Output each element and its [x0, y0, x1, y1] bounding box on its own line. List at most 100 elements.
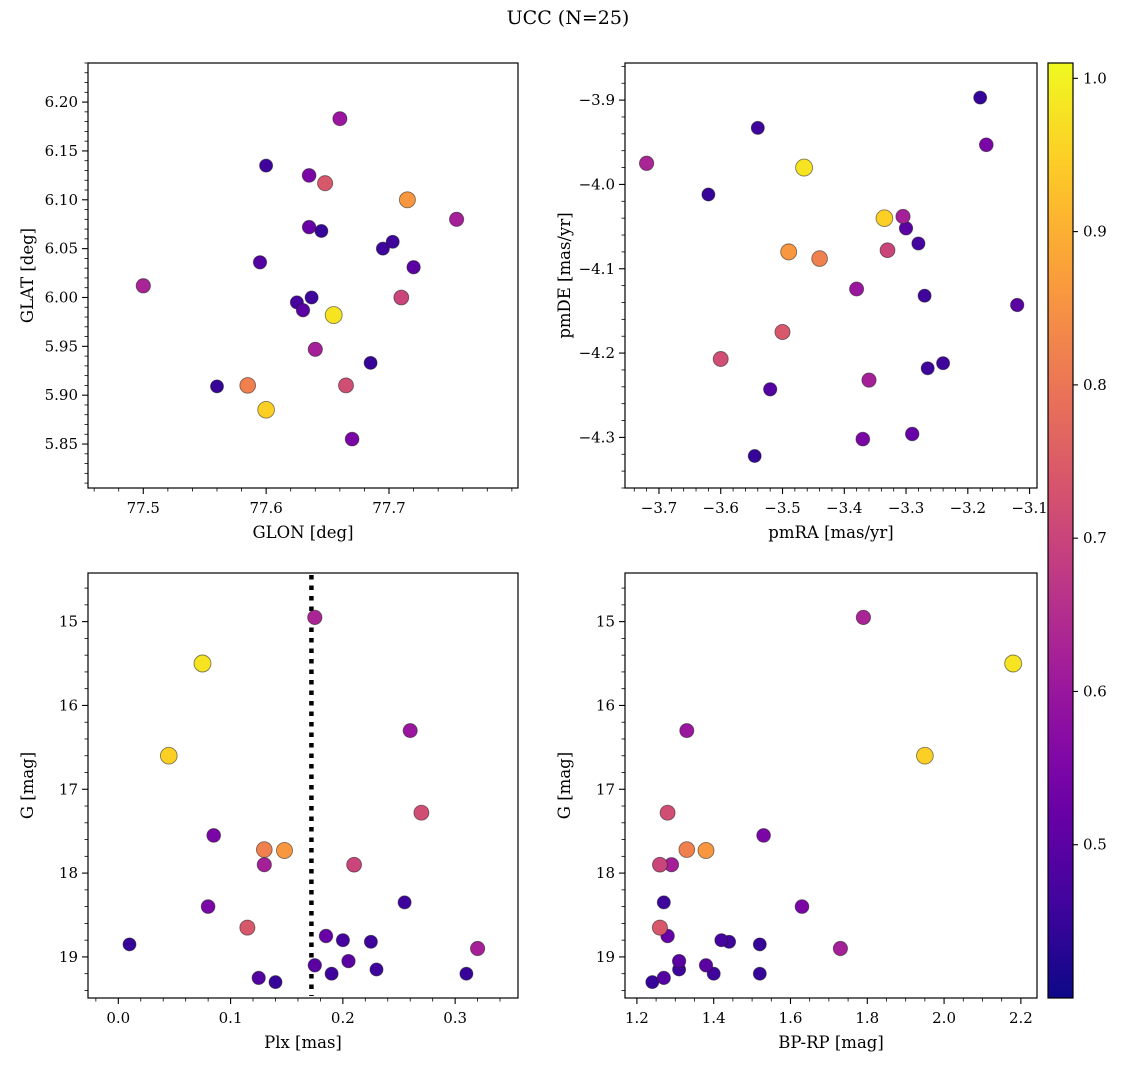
- data-point: [651, 919, 668, 936]
- axes-frame: [87, 62, 519, 489]
- panel-cmd: 1.2 1.4 1.6 1.8 2.0 2.2 15 16 17 18 19 BP-RP [mag] G…: [555, 572, 1038, 1052]
- colorbar: [1048, 63, 1073, 998]
- data-point: [318, 928, 334, 944]
- data-point: [295, 303, 311, 318]
- x-axis-label: Plx [mas]: [264, 1033, 342, 1052]
- data-point: [317, 175, 334, 192]
- colorbar-tick-label: 0.6: [1083, 682, 1107, 700]
- x-tick-label: 1.4: [702, 1009, 726, 1027]
- data-point: [304, 290, 319, 305]
- y-tick-label: 15: [59, 613, 78, 631]
- data-point: [397, 895, 412, 910]
- data-point: [324, 966, 339, 981]
- y-tick-label: 15: [596, 613, 615, 631]
- data-point: [301, 219, 317, 235]
- axes-frame: [624, 62, 1038, 489]
- y-tick-label: −4.2: [579, 344, 615, 362]
- data-point: [780, 243, 798, 261]
- figure-title: UCC (N=25): [506, 7, 630, 29]
- data-point: [338, 377, 354, 394]
- data-point: [276, 842, 293, 859]
- data-point: [255, 841, 273, 858]
- data-point: [363, 355, 378, 370]
- data-point: [459, 966, 474, 981]
- y-tick-label: 18: [596, 864, 615, 882]
- data-point: [335, 933, 350, 948]
- data-point: [449, 211, 465, 227]
- data-point: [122, 937, 137, 952]
- y-axis-label: pmDE [mas/yr]: [555, 212, 574, 338]
- x-tick-label: 0.2: [331, 1009, 355, 1027]
- x-tick-label: 0.1: [219, 1009, 243, 1027]
- data-point: [763, 382, 778, 397]
- panel-proper-motion: −3.7 −3.6 −3.5 −3.4 −3.3 −3.2 −3.1 −3.9 −4.0 −4.1…: [555, 62, 1048, 542]
- data-point: [135, 278, 151, 294]
- axes-frame: [624, 572, 1038, 999]
- data-point: [920, 361, 935, 376]
- data-point: [936, 356, 951, 371]
- data-point: [398, 191, 416, 209]
- data-point: [239, 919, 256, 936]
- data-point: [210, 379, 224, 394]
- data-point: [697, 842, 715, 859]
- data-point: [332, 111, 348, 127]
- data-point: [795, 158, 814, 177]
- data-point: [659, 804, 676, 821]
- x-tick-label: 1.6: [779, 1009, 803, 1027]
- y-tick-label: 16: [59, 696, 78, 714]
- x-tick-label: 0.3: [443, 1009, 467, 1027]
- data-point: [307, 609, 323, 626]
- data-point: [346, 856, 362, 873]
- data-point: [756, 828, 771, 843]
- data-point: [251, 970, 266, 985]
- data-point: [470, 940, 486, 957]
- data-point: [656, 895, 671, 910]
- y-axis-label: G [mag]: [555, 752, 574, 819]
- y-tick-label: 6.10: [45, 191, 78, 209]
- data-point: [1004, 654, 1023, 673]
- data-point: [978, 137, 994, 153]
- y-tick-label: 17: [596, 780, 615, 798]
- data-point: [307, 341, 323, 357]
- x-tick-label: −3.3: [888, 499, 924, 517]
- data-point: [206, 828, 222, 843]
- x-axis-label: pmRA [mas/yr]: [768, 523, 893, 542]
- data-point: [678, 841, 696, 858]
- x-tick-label: 77.5: [127, 499, 160, 517]
- x-tick-label: −3.5: [764, 499, 800, 517]
- data-point: [750, 120, 765, 135]
- y-tick-label: 5.95: [45, 337, 78, 355]
- data-point: [849, 281, 865, 297]
- data-point: [393, 289, 410, 306]
- data-point: [917, 288, 932, 303]
- x-tick-label: −3.4: [826, 499, 862, 517]
- data-point: [268, 975, 283, 990]
- data-point: [747, 449, 762, 463]
- data-point: [193, 654, 212, 673]
- x-tick-label: 2.2: [1009, 1009, 1033, 1027]
- x-axis-label: BP-RP [mag]: [778, 1033, 884, 1052]
- data-point: [879, 242, 896, 259]
- data-point: [671, 953, 687, 969]
- data-point: [911, 236, 926, 251]
- data-point: [200, 899, 216, 914]
- x-tick-label: −3.7: [641, 499, 677, 517]
- data-point: [239, 377, 257, 394]
- y-tick-label: 16: [596, 696, 615, 714]
- data-point: [1010, 297, 1025, 313]
- data-point: [895, 208, 911, 225]
- x-axis-label: GLON [deg]: [252, 523, 353, 542]
- data-point: [811, 250, 828, 267]
- y-axis-label: G [mag]: [18, 752, 37, 819]
- data-point: [324, 306, 343, 325]
- data-point: [159, 746, 178, 765]
- data-point: [256, 857, 272, 873]
- colorbar-tick-label: 0.8: [1083, 376, 1107, 394]
- data-point: [774, 323, 791, 341]
- data-point: [363, 934, 378, 949]
- data-point: [341, 953, 356, 969]
- data-point: [307, 958, 322, 973]
- data-point: [832, 940, 848, 957]
